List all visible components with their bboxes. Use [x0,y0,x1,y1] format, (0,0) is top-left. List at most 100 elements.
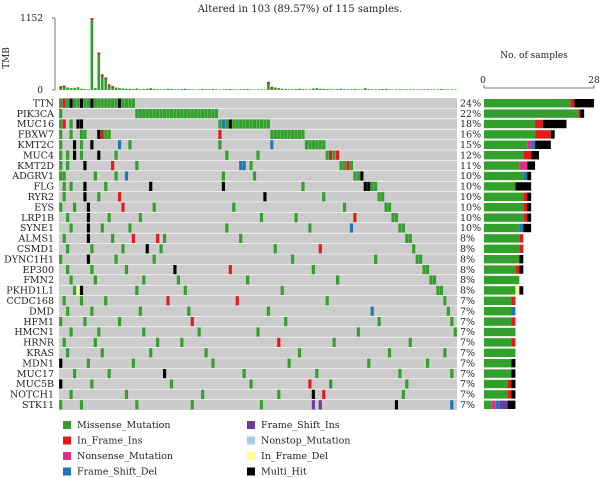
gene-count-bars [484,99,594,409]
tmb-bar [301,89,305,90]
tmb-bar-segment [104,77,108,80]
matrix-cell [211,358,215,368]
matrix-cell [246,119,250,129]
tmb-bar [343,89,346,90]
gene-count-bar-segment [491,400,496,409]
tmb-bar [305,89,308,90]
matrix-cell [204,109,208,119]
gene-count-bar-segment [515,286,520,295]
gene-count-bar-segment [531,151,539,160]
gene-count-bar-segment [484,151,524,160]
matrix-cell [249,119,253,129]
matrix-cell [398,369,402,379]
matrix-cell [218,129,222,139]
matrix-cell [93,275,97,285]
tmb-bar [433,89,436,90]
gene-count-bar-segment [484,379,508,389]
gene-percent-label: 7% [460,296,475,307]
tmb-bar [249,89,253,90]
tmb-bar [73,87,76,90]
matrix-cell [62,233,66,243]
plot-title: Altered in 103 (89.57%) of 115 samples. [197,4,402,15]
gene-percent-label: 7% [460,400,475,411]
matrix-cell [304,140,309,150]
matrix-cell [83,192,87,202]
legend-label: Nonsense_Mutation [77,451,173,462]
matrix-cell [59,109,63,119]
tmb-bar [62,85,66,90]
matrix-cell [277,337,281,347]
gene-label: PKHD1L1 [6,286,54,297]
matrix-cell [59,358,63,368]
tmb-bar [443,89,447,90]
matrix-cell [367,358,371,368]
matrix-cell [387,348,392,358]
matrix-cell [135,400,139,410]
tmb-bar [235,89,239,90]
matrix-cell [349,223,354,233]
gene-count-bar-segment [519,244,524,253]
gene-count-bar-segment [507,390,512,399]
tmb-bar [204,89,208,90]
tmb-bar [208,89,211,90]
matrix-cell [207,109,212,119]
matrix-cell [356,327,360,337]
matrix-cell [117,317,122,327]
tmb-bar [139,89,142,90]
matrix-cell [124,389,129,399]
matrix-cell [90,265,94,275]
matrix-cell [374,254,378,264]
tmb-bars [52,17,457,91]
matrix-cell [142,327,146,337]
gene-count-bar-segment [519,286,524,295]
gene-percent-label: 10% [460,213,481,224]
matrix-cell [273,129,277,139]
matrix-cell [90,140,94,150]
tmb-bar [339,88,343,90]
matrix-cell [311,140,315,150]
matrix-cell [394,400,399,410]
tmb-bar [312,88,315,90]
matrix-cell [69,223,73,233]
gene-percent-label: 10% [460,202,481,213]
matrix-cell [83,161,87,171]
matrix-cell [59,379,63,389]
matrix-cell [405,379,409,389]
matrix-cell [450,400,454,410]
gene-count-bar-segment [535,119,543,129]
gene-label: EP300 [23,265,54,276]
matrix-cell [270,140,274,150]
tmb-bar [363,88,367,90]
matrix-cell [83,181,87,191]
matrix-cell [353,213,357,223]
legend-swatch [63,467,71,476]
matrix-cell [232,202,236,212]
gene-count-bar-segment [484,234,520,243]
matrix-cell [138,109,142,119]
gene-count-bar-segment [495,400,500,409]
gene-count-bar-segment [484,140,528,149]
legend-label: Frame_Shift_Ins [261,420,340,431]
gene-count-bar-segment [484,223,520,233]
gene-count-bar-segment [484,265,516,274]
matrix-cell [401,223,405,233]
matrix-cell [176,275,180,285]
gene-percent-label: 7% [460,317,475,328]
gene-count-bar-segment [542,119,567,129]
matrix-cell [374,181,378,191]
tmb-bar [87,89,90,90]
matrix-cell [59,150,63,160]
gene-percent-label: 8% [460,254,475,265]
gene-count-bar-segment [484,317,512,326]
gene-count-bar-segment [511,359,516,368]
gene-count-bar-segment [499,400,508,409]
tmb-bar [336,89,339,90]
gene-count-bar-segment [484,327,516,337]
matrix-cell [228,265,232,275]
gene-count-bar-segment [484,369,512,378]
tmb-bar [222,89,225,90]
tmb-bar [419,89,422,90]
matrix-cell [79,129,84,139]
tmb-bar [450,89,454,90]
matrix-cell [308,223,312,233]
